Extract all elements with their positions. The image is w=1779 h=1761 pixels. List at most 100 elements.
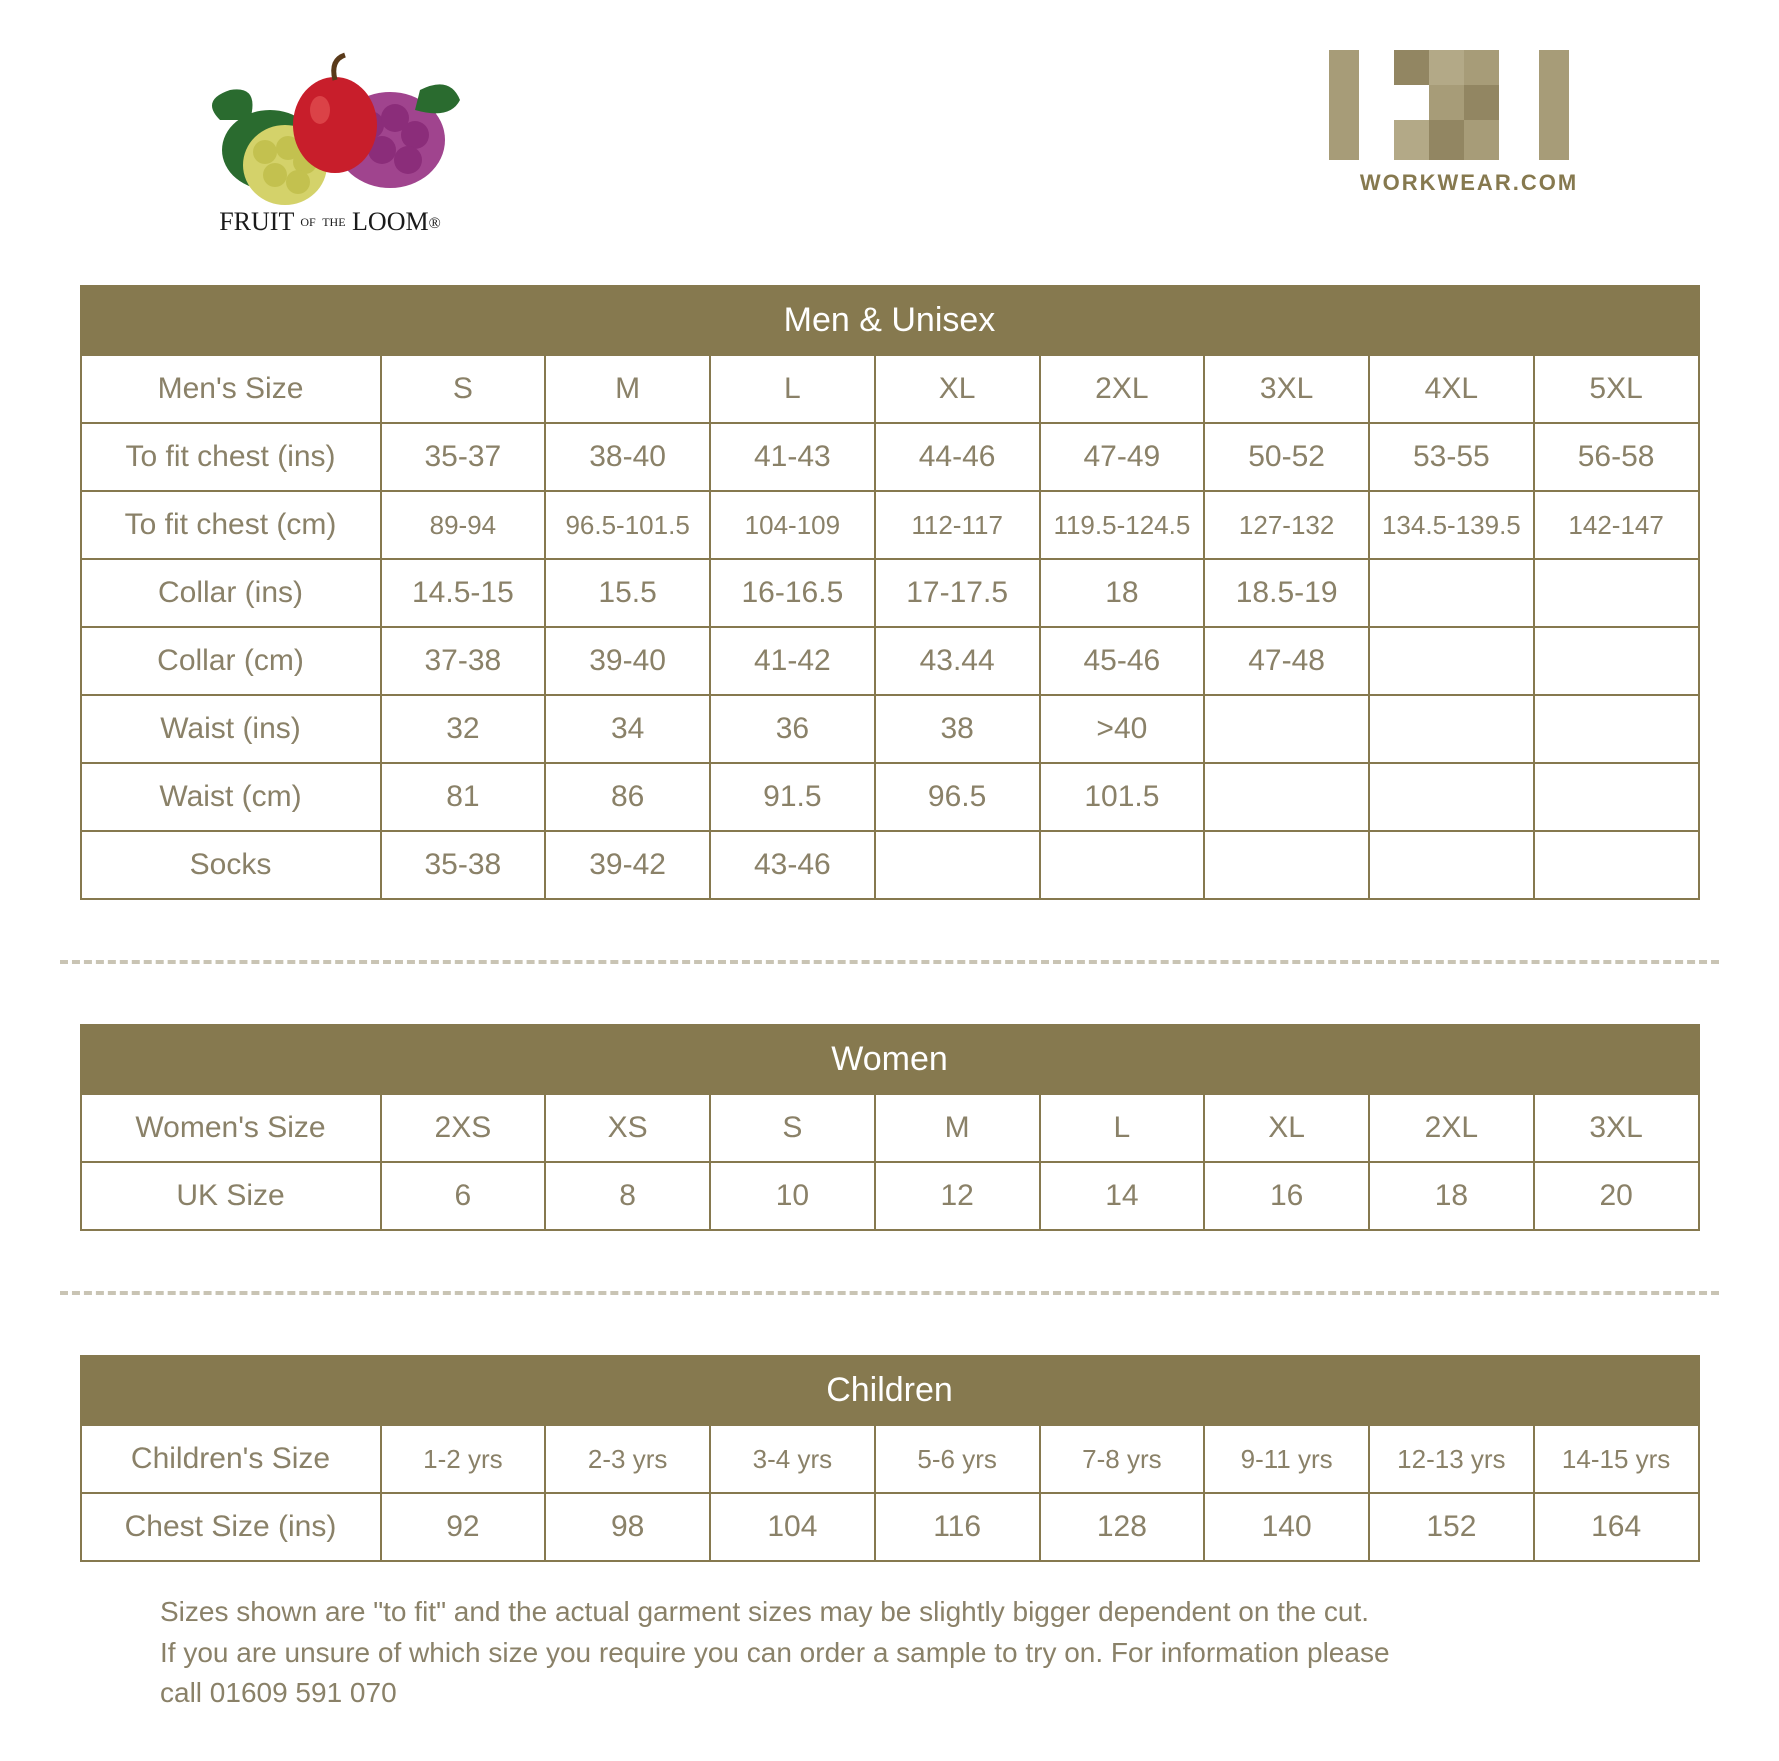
cell: 32 xyxy=(381,695,546,763)
row-label: Waist (cm) xyxy=(81,763,381,831)
cell: 116 xyxy=(875,1493,1040,1561)
row-label: To fit chest (cm) xyxy=(81,491,381,559)
cell: 14.5-15 xyxy=(381,559,546,627)
cell: XL xyxy=(1204,1094,1369,1162)
cell: 16 xyxy=(1204,1162,1369,1230)
cell: 43.44 xyxy=(875,627,1040,695)
cell: L xyxy=(710,355,875,423)
footnote-line-3: call 01609 591 070 xyxy=(160,1673,1639,1714)
cell: 39-40 xyxy=(545,627,710,695)
row-label: Waist (ins) xyxy=(81,695,381,763)
cell: 128 xyxy=(1040,1493,1205,1561)
fruit-of-loom-logo: FRUIT OF THE LOOM® xyxy=(160,40,500,245)
men-table: Men & Unisex Men's SizeSMLXL2XL3XL4XL5XL… xyxy=(80,285,1700,900)
men-title: Men & Unisex xyxy=(81,286,1699,355)
cell: 7-8 yrs xyxy=(1040,1425,1205,1493)
cell xyxy=(1369,831,1534,899)
cell: 2XL xyxy=(1369,1094,1534,1162)
cell: 142-147 xyxy=(1534,491,1699,559)
cell: 56-58 xyxy=(1534,423,1699,491)
row-label: Women's Size xyxy=(81,1094,381,1162)
cell: 18 xyxy=(1369,1162,1534,1230)
cell: 96.5-101.5 xyxy=(545,491,710,559)
cell: M xyxy=(875,1094,1040,1162)
row-label: To fit chest (ins) xyxy=(81,423,381,491)
cell: 47-48 xyxy=(1204,627,1369,695)
row-label: Children's Size xyxy=(81,1425,381,1493)
footnote-line-2: If you are unsure of which size you requ… xyxy=(160,1633,1639,1674)
cell: 12-13 yrs xyxy=(1369,1425,1534,1493)
cell: 36 xyxy=(710,695,875,763)
cell: 20 xyxy=(1534,1162,1699,1230)
row-label: UK Size xyxy=(81,1162,381,1230)
children-table-wrap: Children Children's Size1-2 yrs2-3 yrs3-… xyxy=(80,1355,1700,1562)
cell: 5XL xyxy=(1534,355,1699,423)
cell: 14 xyxy=(1040,1162,1205,1230)
cell: 41-42 xyxy=(710,627,875,695)
cell: 3XL xyxy=(1534,1094,1699,1162)
cell: 17-17.5 xyxy=(875,559,1040,627)
divider-1 xyxy=(60,960,1719,964)
table-row: Children's Size1-2 yrs2-3 yrs3-4 yrs5-6 … xyxy=(81,1425,1699,1493)
cell: 140 xyxy=(1204,1493,1369,1561)
cell: 18.5-19 xyxy=(1204,559,1369,627)
men-table-wrap: Men & Unisex Men's SizeSMLXL2XL3XL4XL5XL… xyxy=(80,285,1700,900)
cell: S xyxy=(381,355,546,423)
cell: 41-43 xyxy=(710,423,875,491)
cell xyxy=(1534,831,1699,899)
children-title: Children xyxy=(81,1356,1699,1425)
cell: 112-117 xyxy=(875,491,1040,559)
cell: 98 xyxy=(545,1493,710,1561)
cell: 2-3 yrs xyxy=(545,1425,710,1493)
cell: 104-109 xyxy=(710,491,875,559)
cell xyxy=(1204,763,1369,831)
table-row: Waist (ins)32343638>40 xyxy=(81,695,1699,763)
footnote-line-1: Sizes shown are "to fit" and the actual … xyxy=(160,1592,1639,1633)
cell: 81 xyxy=(381,763,546,831)
cell: 15.5 xyxy=(545,559,710,627)
cell: 91.5 xyxy=(710,763,875,831)
header-row: FRUIT OF THE LOOM® WORKWEAR.COM xyxy=(60,40,1719,285)
row-label: Chest Size (ins) xyxy=(81,1493,381,1561)
workwear-text: WORKWEAR.COM xyxy=(1360,170,1578,195)
cell xyxy=(1534,559,1699,627)
cell: 104 xyxy=(710,1493,875,1561)
women-title: Women xyxy=(81,1025,1699,1094)
cell: 39-42 xyxy=(545,831,710,899)
cell: 45-46 xyxy=(1040,627,1205,695)
row-label: Socks xyxy=(81,831,381,899)
cell: 18 xyxy=(1040,559,1205,627)
women-table: Women Women's Size2XSXSSMLXL2XL3XLUK Siz… xyxy=(80,1024,1700,1231)
cell: 8 xyxy=(545,1162,710,1230)
cell: 164 xyxy=(1534,1493,1699,1561)
cell xyxy=(1369,627,1534,695)
cell: 16-16.5 xyxy=(710,559,875,627)
cell: 5-6 yrs xyxy=(875,1425,1040,1493)
cell: 4XL xyxy=(1369,355,1534,423)
cell: 119.5-124.5 xyxy=(1040,491,1205,559)
cell: 134.5-139.5 xyxy=(1369,491,1534,559)
cell: 47-49 xyxy=(1040,423,1205,491)
table-row: To fit chest (cm)89-9496.5-101.5104-1091… xyxy=(81,491,1699,559)
cell: 89-94 xyxy=(381,491,546,559)
cell: 53-55 xyxy=(1369,423,1534,491)
cell: XL xyxy=(875,355,1040,423)
cell: 38 xyxy=(875,695,1040,763)
cell: 152 xyxy=(1369,1493,1534,1561)
cell: 3-4 yrs xyxy=(710,1425,875,1493)
cell: 86 xyxy=(545,763,710,831)
table-row: Women's Size2XSXSSMLXL2XL3XL xyxy=(81,1094,1699,1162)
cell: 3XL xyxy=(1204,355,1369,423)
table-row: Socks35-3839-4243-46 xyxy=(81,831,1699,899)
cell: 101.5 xyxy=(1040,763,1205,831)
cell: S xyxy=(710,1094,875,1162)
cell xyxy=(1040,831,1205,899)
cell: 38-40 xyxy=(545,423,710,491)
svg-text:FRUIT OF THE LOOM®: FRUIT OF THE LOOM® xyxy=(219,207,441,236)
cell xyxy=(1534,695,1699,763)
cell: 50-52 xyxy=(1204,423,1369,491)
cell xyxy=(1534,763,1699,831)
table-row: Chest Size (ins)9298104116128140152164 xyxy=(81,1493,1699,1561)
women-table-wrap: Women Women's Size2XSXSSMLXL2XL3XLUK Siz… xyxy=(80,1024,1700,1231)
cell: 34 xyxy=(545,695,710,763)
